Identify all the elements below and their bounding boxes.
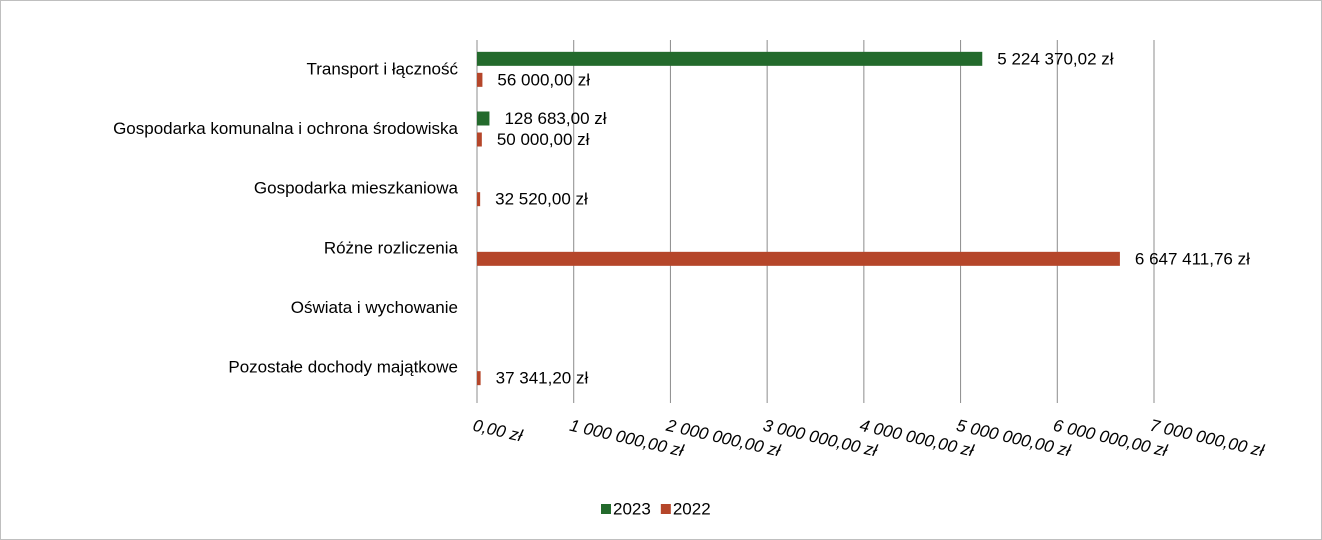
- data-label: 128 683,00 zł: [504, 109, 606, 128]
- legend-swatch: [660, 504, 671, 514]
- bar: [477, 192, 481, 207]
- data-label: 50 000,00 zł: [497, 130, 590, 149]
- y-tick-label: Różne rozliczenia: [324, 238, 459, 257]
- data-label: 5 224 370,02 zł: [997, 49, 1113, 68]
- data-label: 32 520,00 zł: [495, 190, 588, 209]
- y-tick-label: Oświata i wychowanie: [291, 298, 458, 317]
- bar: [477, 51, 983, 66]
- bar: [477, 72, 483, 87]
- data-label: 37 341,20 zł: [496, 369, 589, 388]
- bar: [477, 251, 1120, 266]
- y-tick-label: Gospodarka komunalna i ochrona środowisk…: [113, 119, 458, 138]
- y-tick-label: Gospodarka mieszkaniowa: [254, 179, 459, 198]
- y-tick-label: Transport i łączność: [307, 59, 459, 78]
- bar: [477, 111, 490, 126]
- y-tick-label: Pozostałe dochody majątkowe: [228, 358, 458, 377]
- bar: [477, 371, 481, 386]
- legend-label: 2022: [673, 499, 711, 518]
- legend-label: 2023: [613, 499, 651, 518]
- bar: [477, 132, 482, 147]
- legend-swatch: [601, 504, 611, 514]
- data-label: 56 000,00 zł: [497, 70, 590, 89]
- data-label: 6 647 411,76 zł: [1135, 249, 1250, 268]
